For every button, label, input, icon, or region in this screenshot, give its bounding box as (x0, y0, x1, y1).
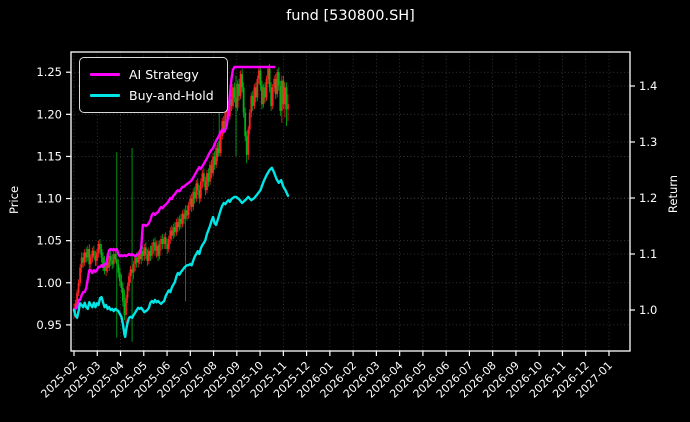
svg-text:0.95: 0.95 (36, 318, 62, 332)
legend-item-buy-and-hold: Buy-and-Hold (90, 85, 214, 106)
legend-label: AI Strategy (129, 67, 199, 82)
ai-strategy-line-swatch (90, 72, 120, 77)
svg-text:1.15: 1.15 (36, 149, 62, 163)
svg-text:1.25: 1.25 (36, 65, 62, 79)
legend: AI Strategy Buy-and-Hold (79, 57, 228, 113)
svg-text:1.05: 1.05 (36, 234, 62, 248)
svg-text:1.0: 1.0 (639, 303, 657, 317)
svg-text:1.2: 1.2 (639, 191, 657, 205)
buy-and-hold-line-swatch (90, 93, 120, 98)
svg-text:1.20: 1.20 (36, 107, 62, 121)
svg-text:1.10: 1.10 (36, 192, 62, 206)
chart-title: fund [530800.SH] (286, 8, 415, 24)
y-axis-label-price: Price (7, 185, 21, 215)
svg-text:1.1: 1.1 (639, 247, 657, 261)
svg-text:1.3: 1.3 (639, 135, 657, 149)
legend-item-ai-strategy: AI Strategy (90, 64, 214, 85)
svg-text:1.00: 1.00 (36, 276, 62, 290)
y-axis-label-return: Return (666, 174, 680, 214)
legend-label: Buy-and-Hold (129, 88, 214, 103)
svg-text:1.4: 1.4 (639, 79, 657, 93)
